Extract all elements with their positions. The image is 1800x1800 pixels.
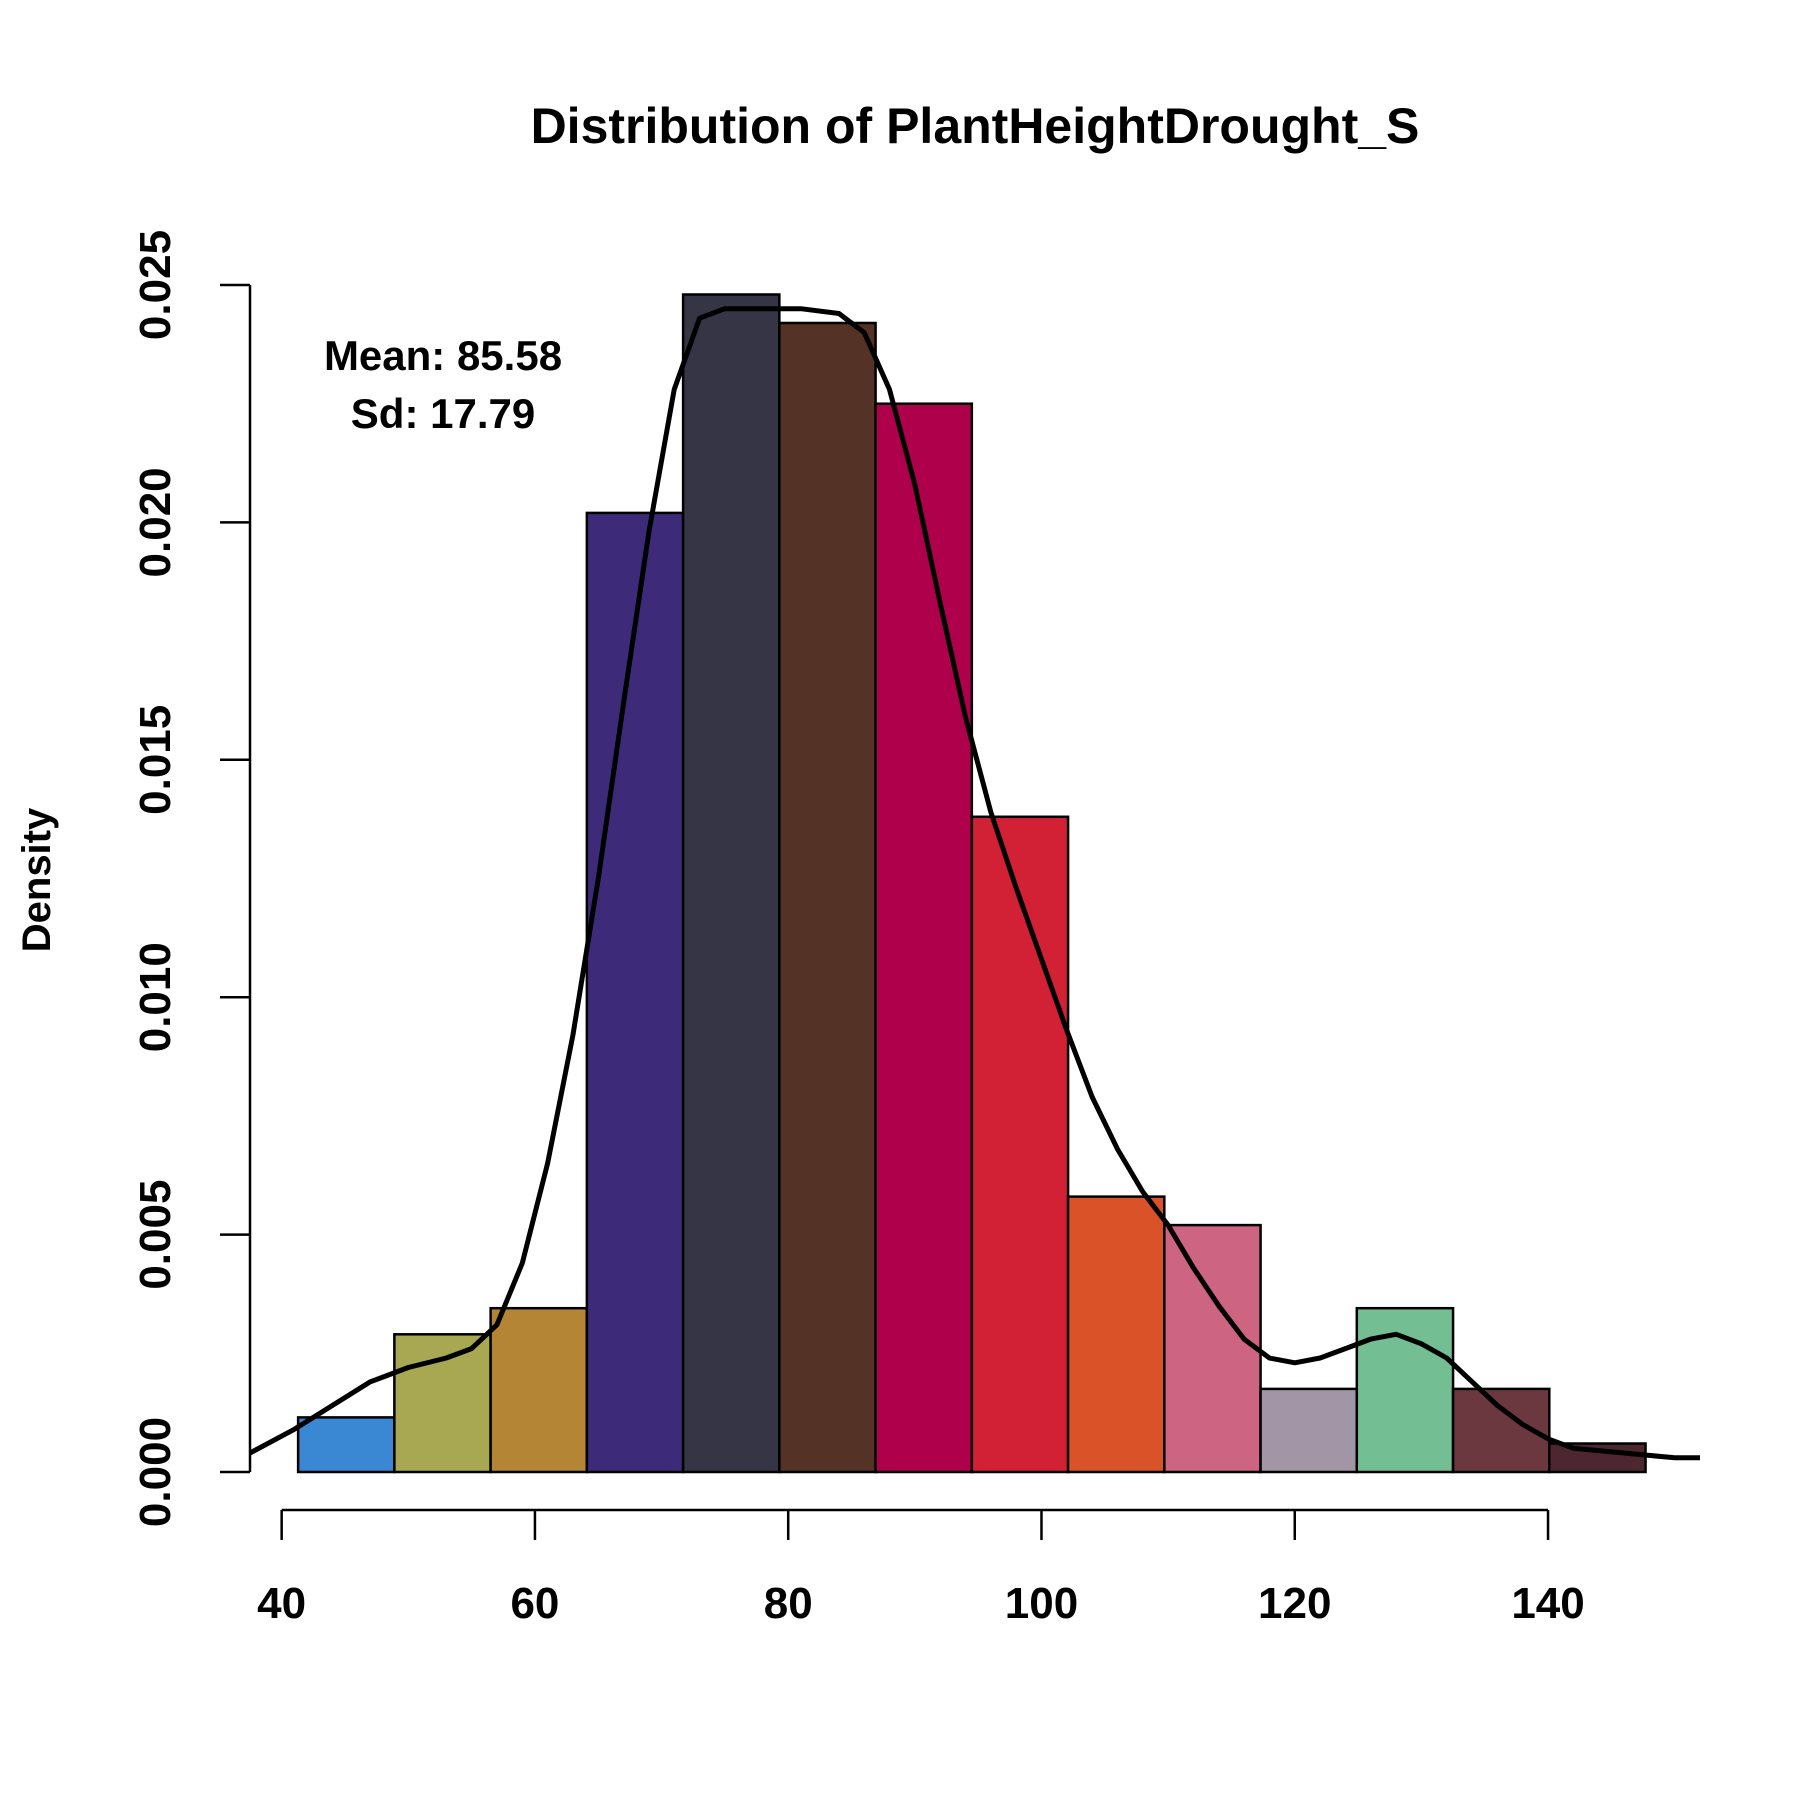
histogram-bar-14 <box>1548 1442 1647 1474</box>
y-tick-label: 0.015 <box>131 705 180 815</box>
histogram-bar-4 <box>585 511 685 1474</box>
chart-title: Distribution of PlantHeightDrought_S <box>531 98 1420 154</box>
x-tick-label: 140 <box>1511 1579 1584 1628</box>
histogram-bar-5 <box>681 293 781 1474</box>
histogram-bars <box>296 293 1647 1474</box>
x-tick-label: 60 <box>510 1579 559 1628</box>
y-tick-label: 0.000 <box>131 1417 180 1527</box>
density-curve <box>248 306 1700 1461</box>
y-tick-label: 0.020 <box>131 467 180 577</box>
histogram-bar-3 <box>489 1306 589 1474</box>
histogram-bar-12 <box>1355 1306 1455 1474</box>
y-axis-label: Density <box>15 807 59 952</box>
histogram-bar-1 <box>296 1416 396 1474</box>
histogram-bar-7 <box>874 402 974 1474</box>
y-axis: 0.000 0.005 0.010 0.015 0.020 0.025 <box>131 230 252 1527</box>
x-tick-label: 80 <box>764 1579 813 1628</box>
y-tick-label: 0.025 <box>131 230 180 340</box>
x-tick-label: 40 <box>257 1579 306 1628</box>
x-tick-label: 100 <box>1005 1579 1078 1628</box>
histogram-bar-6 <box>778 321 877 1474</box>
y-tick-label: 0.010 <box>131 942 180 1052</box>
x-axis: 40 60 80 100 120 140 <box>257 1508 1585 1628</box>
histogram-bar-2 <box>393 1333 492 1474</box>
x-tick-label: 120 <box>1258 1579 1331 1628</box>
sd-annotation: Sd: 17.79 <box>351 390 535 437</box>
mean-annotation: Mean: 85.58 <box>324 332 562 379</box>
histogram-bar-9 <box>1066 1195 1166 1474</box>
histogram-bar-8 <box>970 815 1070 1474</box>
y-tick-label: 0.005 <box>131 1180 180 1290</box>
histogram-bar-10 <box>1163 1223 1262 1474</box>
histogram-bar-11 <box>1259 1387 1359 1474</box>
